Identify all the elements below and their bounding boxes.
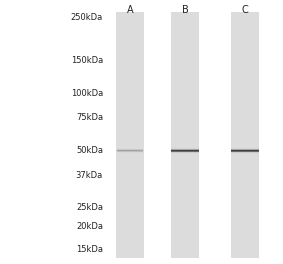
Bar bbox=[171, 150, 199, 151]
Text: 15kDa: 15kDa bbox=[76, 246, 103, 254]
Text: 20kDa: 20kDa bbox=[76, 222, 103, 231]
Bar bbox=[231, 151, 259, 152]
Bar bbox=[171, 151, 199, 152]
Bar bbox=[231, 152, 259, 153]
Text: 150kDa: 150kDa bbox=[71, 56, 103, 65]
Text: 75kDa: 75kDa bbox=[76, 113, 103, 122]
Bar bbox=[231, 149, 259, 150]
Text: 25kDa: 25kDa bbox=[76, 203, 103, 212]
Bar bbox=[171, 149, 199, 150]
Bar bbox=[231, 148, 259, 149]
Text: A: A bbox=[127, 5, 133, 15]
Bar bbox=[171, 152, 199, 153]
Text: 250kDa: 250kDa bbox=[71, 13, 103, 22]
Bar bbox=[171, 153, 199, 154]
Text: 37kDa: 37kDa bbox=[76, 171, 103, 180]
Bar bbox=[231, 12, 259, 258]
Text: 100kDa: 100kDa bbox=[71, 89, 103, 98]
Bar bbox=[171, 148, 199, 149]
Bar bbox=[231, 153, 259, 154]
Text: C: C bbox=[242, 5, 248, 15]
Bar bbox=[231, 150, 259, 151]
Text: B: B bbox=[182, 5, 188, 15]
Text: 50kDa: 50kDa bbox=[76, 146, 103, 155]
Bar bbox=[171, 12, 199, 258]
Bar bbox=[116, 12, 144, 258]
